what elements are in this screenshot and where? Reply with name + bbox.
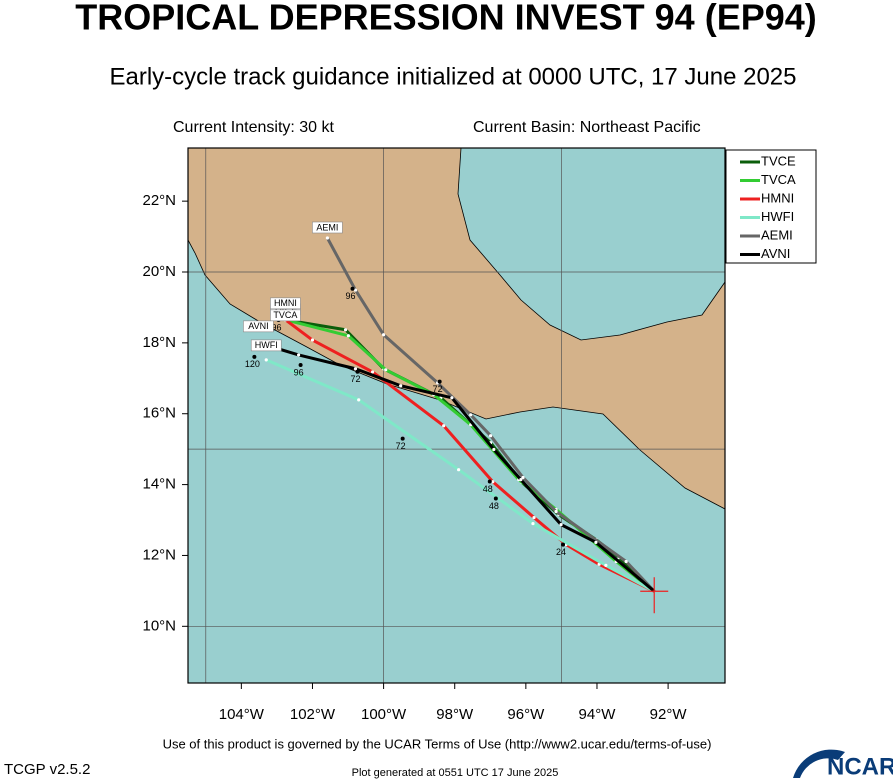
x-tick-label: 98°W [436,706,474,723]
track-point [353,288,358,292]
hour-point [298,362,303,367]
hour-point [400,436,405,441]
track-point [457,468,461,472]
x-tick-label: 96°W [507,706,545,723]
track-point [399,384,403,388]
hour-point [350,286,355,291]
hour-point [487,479,492,484]
track-point [264,358,268,362]
end-label: HWFI [255,340,278,350]
legend-label: AVNI [761,246,790,261]
hour-label: 24 [556,547,566,557]
hour-point [252,354,257,359]
end-label-box [243,320,274,333]
end-label-box [270,297,301,310]
x-tick-label: 100°W [361,706,407,723]
hour-label: 72 [433,384,443,394]
x-tick-label: 94°W [579,706,617,723]
legend-label: AEMI [761,227,793,242]
hour-label: 120 [245,359,260,369]
track-point [521,475,525,480]
track-point [491,480,495,484]
track-point [370,370,375,374]
title: TROPICAL DEPRESSION INVEST 94 (EP94) [75,0,817,38]
track-point [450,396,454,400]
x-tick-label: 104°W [219,706,265,723]
hour-label: 48 [489,501,499,511]
x-tick-label: 102°W [290,706,336,723]
track-line [326,237,656,593]
subtitle: Early-cycle track guidance initialized a… [109,63,796,90]
hour-label: 96 [294,367,304,377]
legend-label: TVCA [761,172,796,187]
hour-label: 96 [346,291,356,301]
hour-point [355,369,360,374]
track-point [384,368,388,372]
hour-label: 72 [350,374,360,384]
y-tick-label: 10°N [142,617,176,634]
track-point [624,559,628,564]
y-tick-label: 20°N [142,263,176,280]
track-point [559,523,563,527]
generated: Plot generated at 0551 UTC 17 June 2025 [352,767,559,779]
track-point [519,478,523,482]
track-point [604,563,608,567]
version: TCGP v2.5.2 [4,761,90,778]
hour-label: 48 [483,484,493,494]
track-point [442,424,446,428]
map-frame [187,147,726,684]
end-label: AVNI [248,321,268,331]
end-label: AEMI [316,222,338,232]
land [188,148,725,510]
legend-label: TVCE [761,153,796,168]
end-label-box [250,339,282,352]
track-point [346,334,350,338]
y-tick-label: 14°N [142,476,176,493]
track-point [531,521,535,526]
track-point [554,509,558,514]
hour-label: 96 [272,322,282,332]
track-point [357,398,361,402]
track-point [381,333,386,337]
track-point [594,540,598,544]
legend-label: HWFI [761,209,794,224]
end-label: TVCA [273,310,297,320]
track-point [469,413,473,417]
track-point [343,328,348,332]
end-label: TVCE [273,304,297,314]
hour-point [437,379,442,384]
y-tick-label: 12°N [142,546,176,563]
hour-label: 72 [396,441,406,451]
legend-box [725,149,817,264]
track-point [532,515,536,520]
logo-text: NCAR [827,753,893,780]
logo: NCAR [793,749,893,780]
end-label: HMNI [274,298,297,308]
end-label-box [312,221,343,234]
legend: TVCE TVCA HMNI HWFI AEMI AVNI [725,149,817,264]
y-tick-label: 16°N [142,405,176,422]
track-point [325,236,330,240]
hour-point [561,542,566,547]
y-tick-label: 18°N [142,334,176,351]
footer: Use of this product is governed by the U… [163,736,712,751]
track-point [489,434,493,438]
y-tick-label: 22°N [142,192,176,209]
intensity: Current Intensity: 30 kt [173,119,335,136]
track-point [310,338,315,342]
track-line [257,341,656,593]
logo-arc [793,749,845,778]
hour-point [493,496,498,501]
track-point [492,447,496,452]
basin: Current Basin: Northeast Pacific [473,119,701,136]
end-label-box [270,309,301,322]
legend-label: HMNI [761,190,794,205]
track-point [353,367,358,371]
x-tick-label: 92°W [650,706,688,723]
track-point [297,353,301,357]
